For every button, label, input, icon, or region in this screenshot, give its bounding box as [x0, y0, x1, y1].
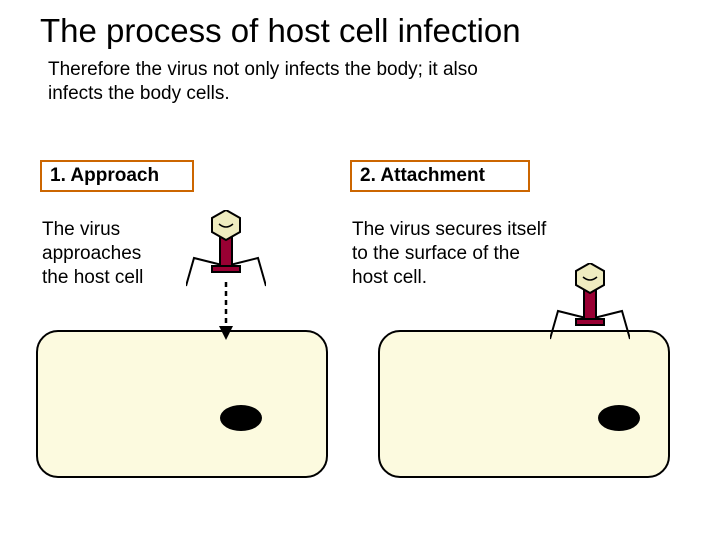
- nucleus-2: [598, 405, 640, 431]
- step-2-desc: The virus secures itself to the surface …: [352, 218, 547, 289]
- approach-arrow-icon: [219, 282, 233, 340]
- page-title: The process of host cell infection: [40, 12, 521, 50]
- virus-icon-2: [550, 263, 630, 341]
- step-1-label: 1. Approach: [40, 160, 194, 192]
- nucleus-1: [220, 405, 262, 431]
- host-cell-2: [378, 330, 670, 478]
- page-subtitle: Therefore the virus not only infects the…: [48, 58, 488, 106]
- step-2-label: 2. Attachment: [350, 160, 530, 192]
- virus-icon-1: [186, 210, 266, 288]
- step-1-desc: The virus approaches the host cell: [42, 218, 172, 289]
- host-cell-1: [36, 330, 328, 478]
